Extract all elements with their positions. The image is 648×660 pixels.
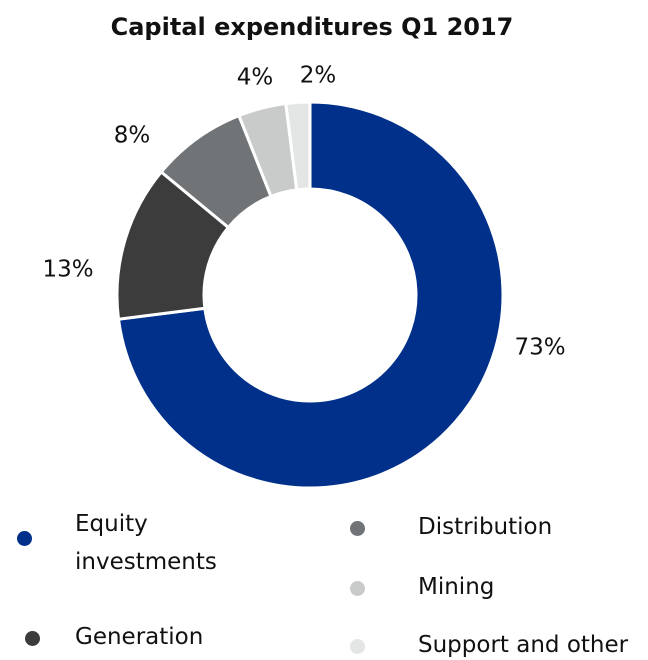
legend-swatch — [17, 531, 32, 546]
legend-swatch — [350, 581, 365, 596]
legend-swatch — [350, 639, 365, 654]
data-label: 4% — [237, 65, 274, 91]
legend-label: Distribution — [418, 514, 553, 540]
data-label: 2% — [300, 63, 337, 89]
data-label: 8% — [114, 123, 151, 149]
data-label: 13% — [42, 257, 93, 283]
legend-swatch — [350, 521, 365, 536]
legend-label: Equity investments — [75, 511, 217, 575]
donut-slice — [284, 100, 312, 192]
data-label: 73% — [514, 335, 565, 361]
legend-label: Support and other — [418, 632, 629, 658]
legend-swatch — [25, 631, 40, 646]
chart-title: Capital expenditures Q1 2017 — [111, 13, 514, 41]
legend-label: Generation — [75, 624, 204, 650]
chart: Capital expenditures Q1 2017 73% 13% 8% 4% 2… — [42, 13, 566, 490]
donut-slice — [116, 100, 505, 490]
legend-label: Mining — [418, 574, 495, 600]
